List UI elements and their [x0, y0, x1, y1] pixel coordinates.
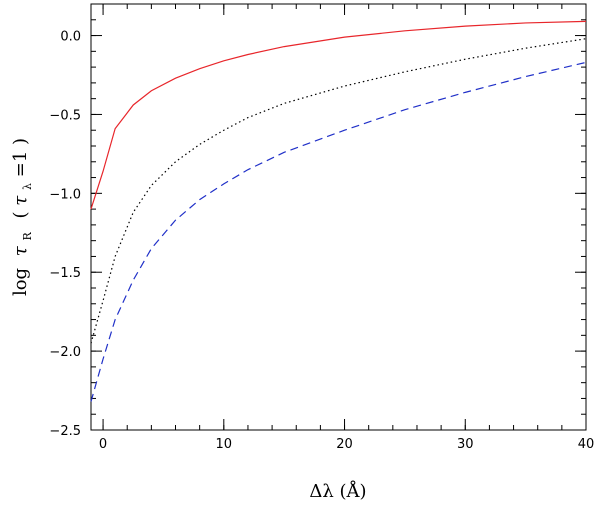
plot-frame [90, 3, 587, 431]
y-axis-title: log τ R ( τ λ =1 ) [10, 138, 36, 296]
y-tick-label: −1.5 [49, 266, 81, 281]
y-tick-label: −0.5 [49, 108, 81, 123]
y-tick-label: 0.0 [60, 30, 81, 45]
y-axis-title-paren-rest: =1 [10, 151, 31, 178]
x-tick-label: 20 [336, 437, 353, 452]
y-axis-title-paren-subscript: λ [21, 183, 34, 190]
y-axis-title-subscript: R [21, 231, 34, 240]
major-ticks [91, 4, 587, 431]
y-axis-title-prefix: log [10, 268, 31, 296]
y-axis-title-close-paren: ) [10, 138, 31, 145]
x-tick-label: 0 [99, 437, 107, 452]
series-layer [90, 20, 587, 402]
y-tick-label: −1.0 [49, 187, 81, 202]
tick-labels: 0 10 20 30 40 −2.5 −2.0 −1.5 −1.0 −0.5 0.0 [49, 30, 594, 452]
x-tick-label: 40 [578, 437, 595, 452]
y-tick-label: −2.0 [49, 345, 81, 360]
series-line-blue-dashed [90, 61, 587, 402]
y-tick-label: −2.5 [49, 424, 81, 439]
x-tick-label: 10 [216, 437, 233, 452]
y-axis-title-open-paren: ( [10, 211, 31, 218]
series-line-red-solid [90, 20, 587, 210]
series-line-black-dotted [90, 38, 587, 344]
x-tick-label: 30 [457, 437, 474, 452]
y-axis-title-symbol: τ [10, 245, 31, 256]
x-axis-title: Δλ (Å) [309, 480, 366, 502]
minor-ticks [91, 3, 587, 431]
y-axis-title-paren-symbol: τ [10, 195, 31, 206]
